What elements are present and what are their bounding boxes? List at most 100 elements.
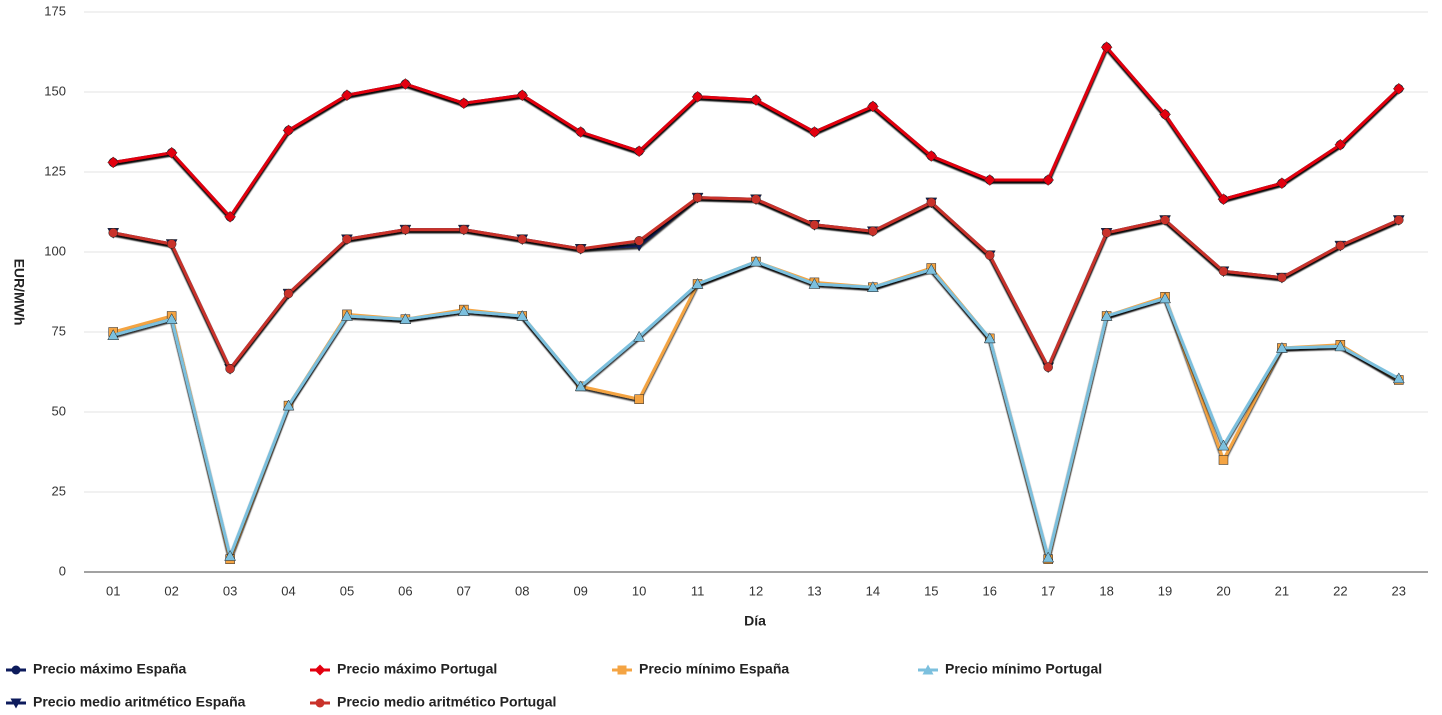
marker bbox=[574, 380, 587, 392]
legend-label: Precio medio aritmético España bbox=[33, 694, 246, 710]
x-tick-label: 04 bbox=[281, 583, 295, 598]
marker bbox=[400, 224, 411, 235]
marker bbox=[617, 665, 627, 675]
x-tick-label: 18 bbox=[1099, 583, 1113, 598]
y-tick-label: 0 bbox=[59, 563, 66, 578]
marker bbox=[107, 329, 120, 340]
x-tick-label: 09 bbox=[573, 583, 587, 598]
marker bbox=[984, 250, 995, 260]
x-tick-label: 11 bbox=[691, 583, 705, 598]
marker bbox=[1159, 108, 1171, 121]
legend-item: Precio máximo España bbox=[6, 661, 187, 677]
marker bbox=[10, 698, 22, 709]
x-tick-label: 23 bbox=[1392, 583, 1406, 598]
x-tick-label: 17 bbox=[1041, 583, 1055, 598]
x-tick-label: 08 bbox=[515, 583, 529, 598]
series-line bbox=[112, 196, 1400, 371]
marker bbox=[1217, 439, 1230, 451]
marker bbox=[809, 220, 820, 230]
series bbox=[107, 255, 1405, 563]
legend-label: Precio mínimo Portugal bbox=[945, 661, 1102, 677]
marker bbox=[166, 239, 177, 249]
y-tick-label: 25 bbox=[52, 483, 66, 498]
marker bbox=[751, 194, 761, 204]
marker bbox=[1218, 455, 1229, 465]
marker bbox=[633, 145, 645, 158]
marker bbox=[283, 288, 294, 299]
series bbox=[107, 192, 1405, 375]
y-tick-label: 175 bbox=[44, 3, 66, 18]
legend-label: Precio máximo España bbox=[33, 661, 187, 677]
marker bbox=[517, 234, 528, 244]
marker bbox=[1160, 215, 1170, 225]
marker bbox=[750, 255, 762, 267]
marker bbox=[314, 664, 326, 676]
y-tick-label: 75 bbox=[52, 323, 66, 338]
marker bbox=[225, 364, 235, 374]
marker bbox=[457, 97, 470, 110]
marker bbox=[1100, 309, 1113, 321]
marker bbox=[575, 244, 586, 254]
marker bbox=[459, 224, 469, 235]
legend-item: Precio mínimo España bbox=[612, 661, 789, 677]
y-tick-label: 50 bbox=[52, 403, 66, 418]
marker bbox=[866, 281, 879, 292]
marker bbox=[1334, 138, 1347, 151]
marker bbox=[1218, 266, 1229, 276]
legend-label: Precio máximo Portugal bbox=[337, 661, 497, 677]
marker bbox=[750, 94, 762, 106]
x-tick-label: 20 bbox=[1216, 583, 1230, 598]
marker bbox=[574, 126, 587, 138]
series-line bbox=[112, 260, 1400, 561]
series-line bbox=[112, 45, 1400, 219]
x-tick-label: 12 bbox=[749, 583, 763, 598]
marker bbox=[1100, 41, 1113, 54]
marker bbox=[108, 228, 118, 238]
marker bbox=[925, 263, 938, 275]
marker bbox=[1335, 240, 1346, 251]
marker bbox=[224, 210, 236, 223]
legend-item: Precio medio aritmético Portugal bbox=[310, 694, 556, 710]
x-tick-label: 13 bbox=[807, 583, 821, 598]
marker bbox=[983, 174, 996, 186]
marker bbox=[691, 277, 704, 289]
marker bbox=[691, 90, 704, 103]
marker bbox=[11, 665, 21, 675]
x-tick-label: 02 bbox=[164, 583, 178, 598]
marker bbox=[516, 309, 529, 321]
x-tick-label: 14 bbox=[866, 583, 880, 598]
marker bbox=[516, 89, 529, 102]
marker bbox=[165, 146, 178, 159]
marker bbox=[1043, 362, 1053, 372]
series-line bbox=[112, 196, 1400, 371]
x-tick-label: 15 bbox=[924, 583, 938, 598]
marker bbox=[1277, 272, 1287, 283]
marker bbox=[1334, 340, 1347, 352]
marker bbox=[1276, 177, 1288, 190]
marker bbox=[926, 197, 937, 208]
x-tick-label: 10 bbox=[632, 583, 646, 598]
marker bbox=[1392, 82, 1405, 95]
marker bbox=[1217, 193, 1230, 206]
legend-item: Precio máximo Portugal bbox=[310, 661, 497, 677]
y-tick-label: 100 bbox=[44, 243, 66, 258]
marker bbox=[342, 234, 352, 244]
x-tick-label: 07 bbox=[457, 583, 471, 598]
x-tick-label: 22 bbox=[1333, 583, 1347, 598]
marker bbox=[1159, 292, 1171, 304]
y-axis-title: EUR/MWh bbox=[11, 259, 27, 326]
marker bbox=[282, 124, 295, 137]
x-tick-label: 03 bbox=[223, 583, 237, 598]
marker bbox=[399, 78, 412, 90]
legend-item: Precio mínimo Portugal bbox=[918, 661, 1102, 677]
y-tick-label: 125 bbox=[44, 163, 66, 178]
marker bbox=[341, 89, 353, 102]
x-tick-label: 19 bbox=[1158, 583, 1172, 598]
series-line bbox=[112, 45, 1400, 219]
marker bbox=[341, 309, 353, 321]
marker bbox=[634, 236, 644, 246]
marker bbox=[1275, 341, 1288, 353]
x-tick-label: 05 bbox=[340, 583, 354, 598]
x-tick-label: 16 bbox=[983, 583, 997, 598]
